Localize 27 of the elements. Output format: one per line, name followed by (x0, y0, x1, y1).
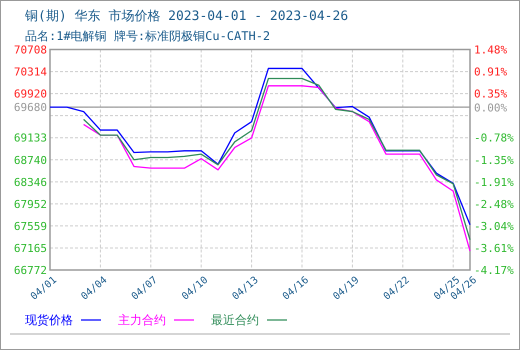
y2-tick-label: -4.17% (474, 264, 514, 277)
y2-tick-label: -3.61% (474, 242, 514, 256)
y2-tick-label: -3.04% (474, 220, 514, 233)
y2-tick-label: 1.48% (474, 44, 508, 56)
chart-title: 铜(期) 华东 市场价格 2023-04-01 - 2023-04-26 (24, 9, 348, 24)
legend-label: 最近合约 (211, 313, 259, 327)
y-tick-label: 69680 (14, 101, 47, 114)
y-tick-label: 69920 (14, 88, 47, 101)
y-tick-label: 70314 (14, 66, 48, 79)
y2-tick-label: 0.91% (474, 66, 508, 79)
y2-tick-label: -1.35% (474, 154, 514, 167)
y2-tick-label: 0.00% (474, 101, 508, 114)
y-tick-label: 69133 (14, 132, 47, 145)
y-tick-label: 66772 (14, 264, 47, 277)
y2-tick-label: -2.48% (474, 198, 514, 212)
y2-tick-label: -1.91% (474, 176, 514, 189)
y2-tick-label: 0.35% (474, 88, 508, 101)
y-tick-label: 67165 (14, 242, 47, 255)
y-tick-label: 67559 (14, 220, 47, 233)
y-tick-label: 70708 (14, 44, 47, 56)
legend-label: 现货价格 (25, 313, 73, 327)
y-tick-label: 68740 (14, 154, 47, 167)
chart-subtitle: 品名:1#电解铜 牌号:标准阴极铜Cu-CATH-2 (25, 29, 270, 43)
y-tick-label: 68346 (14, 176, 47, 189)
y-tick-label: 67952 (14, 198, 47, 211)
y2-tick-label: -0.78% (474, 132, 514, 145)
legend-label: 主力合约 (118, 313, 166, 327)
